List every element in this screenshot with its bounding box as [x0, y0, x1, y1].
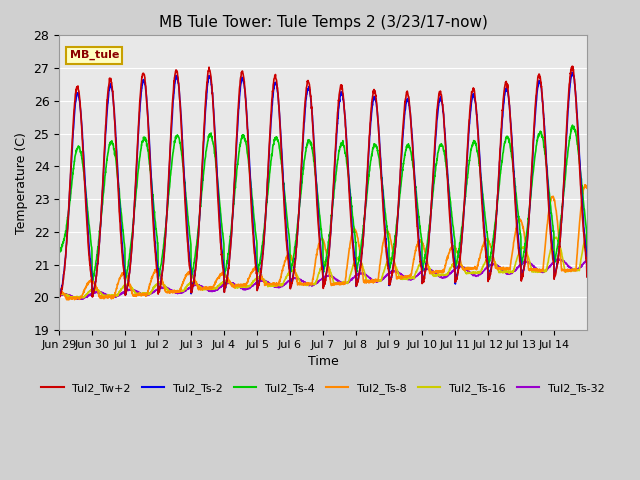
Tul2_Ts-8 [512, 228, 520, 234]
Tul2_Ts-16 [583, 231, 591, 237]
Tul2_Tw+2 [568, 63, 576, 69]
Tul2_Ts-8 [582, 182, 589, 188]
Line: Tul2_Ts-2: Tul2_Ts-2 [59, 72, 587, 297]
Tul2_Ts-4 [583, 258, 591, 264]
Line: Tul2_Ts-32: Tul2_Ts-32 [59, 259, 587, 299]
Tul2_Ts-2 [482, 243, 490, 249]
Line: Tul2_Tw+2: Tul2_Tw+2 [59, 66, 587, 298]
Tul2_Ts-2 [88, 294, 96, 300]
Tul2_Ts-16 [512, 260, 520, 266]
Tul2_Ts-8 [222, 275, 230, 280]
Tul2_Ts-8 [355, 241, 362, 247]
Tul2_Ts-2 [568, 70, 575, 75]
Tul2_Ts-4 [88, 279, 96, 285]
Tul2_Ts-8 [55, 288, 63, 293]
Tul2_Ts-16 [71, 296, 79, 301]
Tul2_Ts-32 [482, 265, 490, 271]
Title: MB Tule Tower: Tule Temps 2 (3/23/17-now): MB Tule Tower: Tule Temps 2 (3/23/17-now… [159, 15, 488, 30]
Line: Tul2_Ts-4: Tul2_Ts-4 [59, 125, 587, 282]
Tul2_Ts-4 [108, 140, 116, 146]
Tul2_Ts-2 [355, 274, 362, 279]
Tul2_Ts-16 [355, 256, 362, 262]
Tul2_Ts-4 [512, 189, 520, 194]
Tul2_Ts-32 [222, 280, 230, 286]
Tul2_Ts-16 [576, 266, 584, 272]
Line: Tul2_Ts-16: Tul2_Ts-16 [59, 234, 587, 299]
Tul2_Ts-4 [576, 161, 584, 167]
Tul2_Ts-2 [108, 87, 116, 93]
Tul2_Tw+2 [583, 274, 591, 280]
Tul2_Tw+2 [512, 206, 520, 212]
Tul2_Ts-16 [55, 291, 63, 297]
Tul2_Ts-32 [583, 257, 591, 263]
Line: Tul2_Ts-8: Tul2_Ts-8 [59, 185, 587, 300]
Tul2_Ts-32 [55, 292, 63, 298]
Tul2_Tw+2 [56, 295, 63, 301]
Tul2_Ts-2 [583, 273, 591, 278]
Tul2_Tw+2 [55, 295, 63, 300]
Tul2_Ts-8 [63, 297, 71, 303]
Tul2_Tw+2 [576, 168, 584, 174]
Tul2_Ts-4 [568, 122, 576, 128]
Tul2_Tw+2 [222, 283, 230, 288]
X-axis label: Time: Time [308, 355, 339, 369]
Tul2_Ts-32 [76, 296, 83, 302]
Tul2_Ts-2 [222, 280, 230, 286]
Tul2_Ts-8 [482, 236, 490, 242]
Tul2_Tw+2 [355, 275, 362, 281]
Legend: Tul2_Tw+2, Tul2_Ts-2, Tul2_Ts-4, Tul2_Ts-8, Tul2_Ts-16, Tul2_Ts-32: Tul2_Tw+2, Tul2_Ts-2, Tul2_Ts-4, Tul2_Ts… [37, 379, 609, 398]
Tul2_Ts-2 [576, 160, 584, 166]
Tul2_Ts-8 [108, 295, 116, 300]
Tul2_Ts-2 [512, 200, 520, 205]
Text: MB_tule: MB_tule [70, 50, 119, 60]
Tul2_Ts-32 [576, 264, 584, 270]
Tul2_Ts-32 [355, 272, 362, 277]
Tul2_Ts-16 [108, 293, 116, 299]
Tul2_Ts-32 [108, 293, 116, 299]
Y-axis label: Temperature (C): Temperature (C) [15, 132, 28, 234]
Tul2_Ts-8 [576, 220, 584, 226]
Tul2_Ts-2 [55, 292, 63, 298]
Tul2_Tw+2 [482, 250, 490, 256]
Tul2_Tw+2 [108, 84, 116, 89]
Tul2_Ts-8 [583, 185, 591, 191]
Tul2_Ts-16 [583, 231, 591, 237]
Tul2_Ts-16 [482, 259, 490, 264]
Tul2_Ts-16 [222, 278, 230, 284]
Tul2_Ts-32 [556, 256, 564, 262]
Tul2_Ts-4 [482, 220, 490, 226]
Tul2_Ts-4 [55, 247, 63, 253]
Tul2_Ts-32 [512, 268, 520, 274]
Tul2_Ts-4 [355, 259, 362, 264]
Tul2_Ts-4 [222, 265, 230, 271]
